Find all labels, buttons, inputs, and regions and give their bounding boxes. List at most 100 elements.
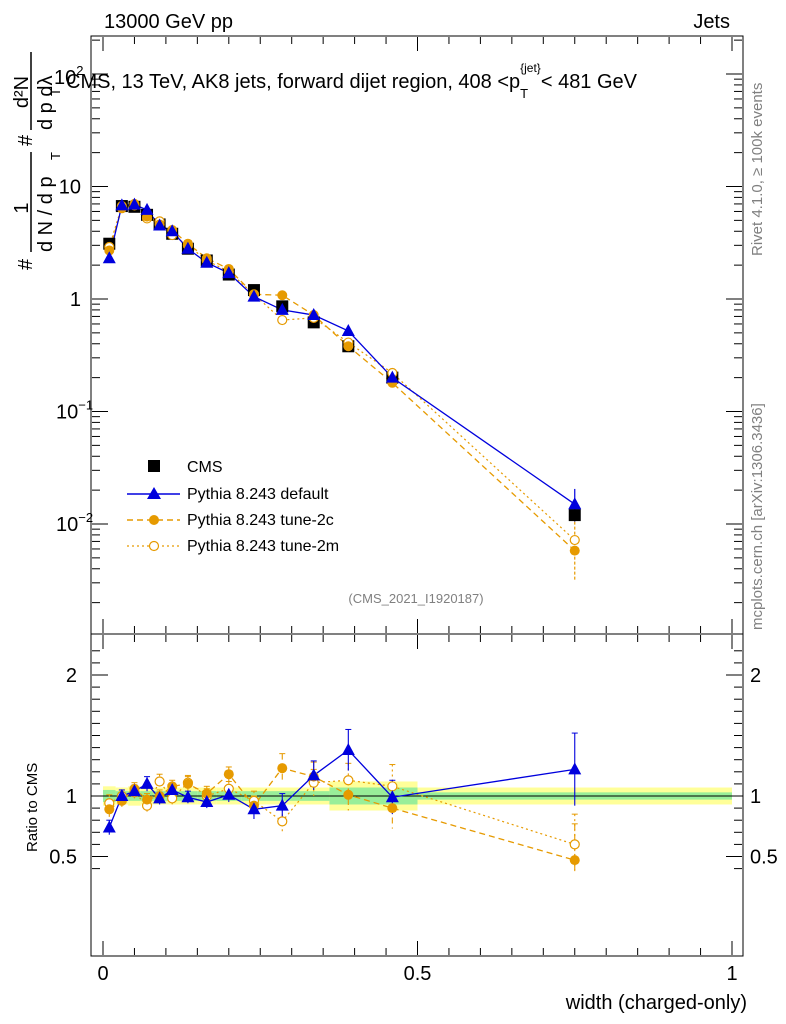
header-energy: 13000 GeV pp — [104, 11, 233, 33]
main-y-tick-label: 102 — [54, 63, 83, 89]
plot-title-sub: T — [520, 86, 528, 101]
analysis-watermark: (CMS_2021_I1920187) — [348, 591, 483, 606]
x-tick-label: 0.5 — [404, 963, 432, 985]
ratio-point-tune2c — [277, 763, 288, 774]
ratio-y-tick-label-right: 2 — [750, 665, 761, 687]
tune2m-point — [569, 534, 580, 546]
ratio-point-default — [115, 789, 129, 801]
main-y-tick-label: 1 — [70, 289, 81, 311]
tune2m-point — [277, 314, 288, 326]
tune2c-point — [277, 290, 288, 301]
plot-title-suffix: < 481 GeV — [541, 71, 638, 93]
ylabel-num-1: 1 — [11, 202, 33, 213]
ratio-point-tune2m — [343, 775, 354, 786]
default-point — [385, 370, 399, 383]
ratio-point-default — [275, 798, 289, 811]
ratio-y-tick-label-right: 0.5 — [750, 847, 778, 869]
default-point — [247, 289, 261, 302]
plot-title: CMS, 13 TeV, AK8 jets, forward dijet reg… — [66, 61, 638, 101]
main-y-tick-label: 10−2 — [56, 510, 93, 536]
cms-data-point — [568, 509, 581, 522]
ratio-point-tune2m — [277, 816, 288, 827]
default-point — [307, 308, 321, 321]
ratio-point-tune2c — [343, 789, 354, 800]
ratio-point-tune2c — [223, 769, 234, 780]
main-axis-ticks — [92, 37, 742, 633]
main-y-axis-label: # 1 d N / d p T # d²N d p dλ T — [11, 52, 63, 270]
ratio-point-default — [222, 787, 236, 800]
plot-title-sup: {jet} — [520, 61, 541, 75]
default-point — [127, 197, 141, 210]
ylabel-den-1: d N / d p — [35, 176, 57, 252]
default-point — [222, 266, 236, 279]
legend-default-label: Pythia 8.243 default — [187, 486, 329, 503]
legend-tune2c-marker — [149, 515, 159, 525]
default-point — [165, 224, 179, 237]
plot-title-prefix: CMS, 13 TeV, AK8 jets, forward dijet reg… — [66, 71, 520, 93]
ratio-point-tune2m — [167, 793, 178, 804]
x-tick-label: 1 — [726, 963, 737, 985]
ratio-y-tick-label: 2 — [66, 665, 77, 687]
legend-default-marker — [147, 487, 161, 499]
ylabel-sub-1: T — [48, 152, 63, 160]
ylabel-hash-1: # — [15, 258, 37, 270]
ratio-point-default — [153, 791, 167, 804]
mcplots-label: mcplots.cern.ch [arXiv:1306.3436] — [749, 403, 766, 630]
ratio-point-tune2c — [142, 794, 153, 805]
ratio-point-default — [341, 743, 355, 756]
ylabel-sub-2: T — [48, 88, 63, 96]
ratio-point-default — [181, 790, 195, 803]
ratio-point-tune2m — [387, 781, 398, 792]
default-point — [275, 302, 289, 315]
ratio-point-tune2c — [387, 803, 398, 814]
ratio-x-tick-labels: 0 0.5 1 — [97, 963, 737, 985]
legend-tune2m-marker — [148, 540, 160, 552]
default-point — [181, 241, 195, 254]
ratio-y-tick-label: 1 — [66, 786, 77, 808]
ylabel-num-2: d²N — [11, 76, 33, 108]
ratio-point-default — [102, 820, 116, 833]
x-axis-label: width (charged-only) — [565, 992, 747, 1014]
main-line-tune2m — [108, 204, 576, 541]
ratio-point-default — [568, 762, 582, 775]
ratio-y-axis-label: Ratio to CMS — [24, 763, 41, 852]
tune2c-point — [343, 341, 354, 352]
tune2c-point — [104, 245, 115, 256]
rivet-label: Rivet 4.1.0, ≥ 100k events — [749, 83, 766, 256]
ratio-point-default — [247, 802, 261, 815]
ratio-series-layer — [102, 728, 582, 874]
ylabel-den-2: d p dλ — [35, 76, 57, 130]
legend: CMS Pythia 8.243 default Pythia 8.243 tu… — [127, 459, 339, 555]
ratio-point-default — [307, 768, 321, 781]
default-point — [115, 198, 129, 211]
ylabel-hash-2: # — [15, 134, 37, 146]
legend-tune2m-label: Pythia 8.243 tune-2m — [187, 538, 339, 555]
ratio-point-default — [127, 784, 141, 797]
legend-cms-marker — [148, 460, 160, 472]
main-line-tune2c — [108, 203, 576, 552]
legend-tune2c-label: Pythia 8.243 tune-2c — [187, 512, 334, 529]
ratio-point-tune2c — [201, 788, 212, 799]
ratio-point-default — [140, 776, 154, 789]
ratio-point-default — [200, 795, 214, 808]
default-point — [102, 251, 116, 264]
default-point — [341, 323, 355, 336]
ratio-y-tick-label: 0.5 — [49, 847, 77, 869]
legend-cms-label: CMS — [187, 459, 223, 476]
ratio-y-tick-labels: 0.5 0.5 1 1 2 2 — [49, 665, 778, 869]
ratio-axis-ticks — [92, 635, 742, 955]
ratio-plot-frame — [90, 633, 744, 957]
ratio-point-default — [165, 782, 179, 795]
ratio-point-tune2c — [182, 778, 193, 789]
main-y-tick-label: 10−1 — [56, 398, 93, 424]
ratio-point-default — [385, 790, 399, 803]
main-y-tick-label: 10 — [59, 177, 81, 199]
default-point — [568, 497, 582, 510]
main-line-default — [108, 203, 576, 505]
default-point — [200, 255, 214, 268]
ratio-point-tune2m — [154, 776, 165, 787]
header-jets: Jets — [693, 11, 730, 33]
tune2c-point — [569, 545, 580, 556]
x-tick-label: 0 — [97, 963, 108, 985]
